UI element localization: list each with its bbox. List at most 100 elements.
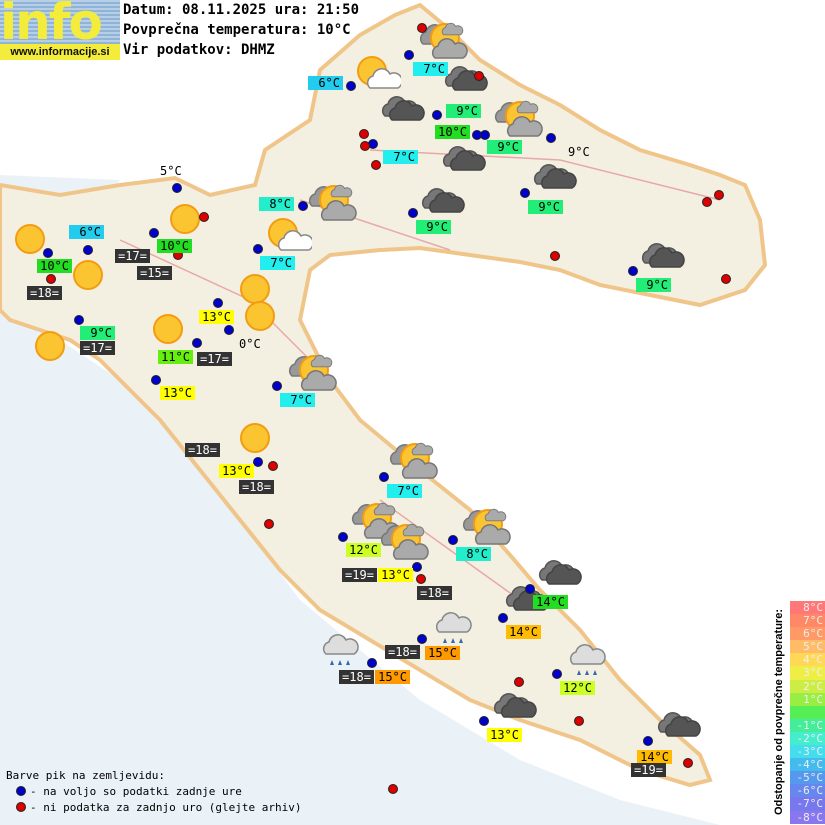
blue-station-dot[interactable] xyxy=(213,298,223,308)
red-station-dot[interactable] xyxy=(474,71,484,81)
sea-temperature-label: =18= xyxy=(239,480,274,494)
sun-icon xyxy=(25,326,75,370)
red-station-dot[interactable] xyxy=(416,574,426,584)
temperature-label: 14°C xyxy=(533,595,568,609)
temperature-label: 10°C xyxy=(37,259,72,273)
data-source: Vir podatkov: DHMZ xyxy=(123,42,275,58)
blue-station-dot[interactable] xyxy=(172,183,182,193)
scale-row: 3°C xyxy=(790,666,825,680)
cloud-dark-icon xyxy=(418,182,468,226)
red-station-dot[interactable] xyxy=(683,758,693,768)
blue-station-dot[interactable] xyxy=(498,613,508,623)
temperature-label: 8°C xyxy=(259,197,294,211)
blue-station-dot[interactable] xyxy=(432,110,442,120)
red-station-dot[interactable] xyxy=(264,519,274,529)
blue-station-dot[interactable] xyxy=(43,248,53,258)
temperature-label: 6°C xyxy=(69,225,104,239)
blue-station-dot[interactable] xyxy=(525,584,535,594)
scale-row: -4°C xyxy=(790,758,825,772)
temperature-label: 15°C xyxy=(375,670,410,684)
temperature-label: 13°C xyxy=(199,310,234,324)
temperature-label: 9°C xyxy=(568,145,590,159)
blue-station-dot[interactable] xyxy=(628,266,638,276)
red-station-dot[interactable] xyxy=(574,716,584,726)
scale-row: -7°C xyxy=(790,797,825,811)
temperature-label: 9°C xyxy=(636,278,671,292)
sea-temperature-label: =17= xyxy=(80,341,115,355)
temperature-label: 9°C xyxy=(528,200,563,214)
sea-temperature-label: =19= xyxy=(631,763,666,777)
blue-dot-icon xyxy=(16,786,26,796)
blue-station-dot[interactable] xyxy=(546,133,556,143)
blue-station-dot[interactable] xyxy=(520,188,530,198)
temperature-label: 7°C xyxy=(387,484,422,498)
scale-row: 7°C xyxy=(790,614,825,628)
blue-station-dot[interactable] xyxy=(404,50,414,60)
sun-cloud-icon xyxy=(418,22,468,66)
sun-icon xyxy=(143,309,193,353)
red-station-dot[interactable] xyxy=(268,461,278,471)
blue-station-dot[interactable] xyxy=(272,381,282,391)
red-station-dot[interactable] xyxy=(359,129,369,139)
red-station-dot[interactable] xyxy=(417,23,427,33)
blue-station-dot[interactable] xyxy=(253,244,263,254)
scale-row: -1°C xyxy=(790,718,825,732)
sea-temperature-label: =17= xyxy=(115,249,150,263)
red-station-dot[interactable] xyxy=(371,160,381,170)
blue-station-dot[interactable] xyxy=(224,325,234,335)
blue-station-dot[interactable] xyxy=(338,532,348,542)
scale-row: -2°C xyxy=(790,731,825,746)
scale-row: -8°C xyxy=(790,810,825,824)
scale-row: 5°C xyxy=(790,640,825,654)
blue-station-dot[interactable] xyxy=(417,634,427,644)
red-station-dot[interactable] xyxy=(702,197,712,207)
scale-row: 1°C xyxy=(790,692,825,706)
temperature-label: 14°C xyxy=(506,625,541,639)
logo[interactable]: info www.informacije.si xyxy=(0,0,120,60)
blue-station-dot[interactable] xyxy=(367,658,377,668)
blue-station-dot[interactable] xyxy=(151,375,161,385)
blue-station-dot[interactable] xyxy=(253,457,263,467)
site-link[interactable]: www.informacije.si xyxy=(0,44,120,60)
sun-cloud-icon xyxy=(287,354,337,398)
temperature-label: 15°C xyxy=(425,646,460,660)
red-station-dot[interactable] xyxy=(514,677,524,687)
temperature-label: 7°C xyxy=(260,256,295,270)
cloud-dark-icon xyxy=(530,158,580,202)
red-station-dot[interactable] xyxy=(388,784,398,794)
blue-station-dot[interactable] xyxy=(83,245,93,255)
blue-station-dot[interactable] xyxy=(479,716,489,726)
legend-blue-text: - na voljo so podatki zadnje ure xyxy=(30,785,242,798)
cloud-dark-icon xyxy=(439,140,489,184)
blue-station-dot[interactable] xyxy=(552,669,562,679)
blue-station-dot[interactable] xyxy=(298,201,308,211)
blue-station-dot[interactable] xyxy=(448,535,458,545)
rain-icon xyxy=(315,630,365,674)
red-station-dot[interactable] xyxy=(550,251,560,261)
cloud-dark-icon xyxy=(441,60,491,104)
temperature-label: 8°C xyxy=(456,547,491,561)
blue-station-dot[interactable] xyxy=(346,81,356,91)
red-station-dot[interactable] xyxy=(714,190,724,200)
blue-station-dot[interactable] xyxy=(412,562,422,572)
blue-station-dot[interactable] xyxy=(192,338,202,348)
blue-station-dot[interactable] xyxy=(408,208,418,218)
scale-row: -5°C xyxy=(790,771,825,785)
blue-station-dot[interactable] xyxy=(643,736,653,746)
blue-station-dot[interactable] xyxy=(74,315,84,325)
sea-temperature-label: =15= xyxy=(137,266,172,280)
blue-station-dot[interactable] xyxy=(379,472,389,482)
blue-station-dot[interactable] xyxy=(480,130,490,140)
temperature-label: 6°C xyxy=(308,76,343,90)
temperature-label: 13°C xyxy=(219,464,254,478)
temperature-label: 12°C xyxy=(560,681,595,695)
red-station-dot[interactable] xyxy=(199,212,209,222)
blue-station-dot[interactable] xyxy=(149,228,159,238)
red-station-dot[interactable] xyxy=(360,141,370,151)
red-station-dot[interactable] xyxy=(721,274,731,284)
cloud-dark-icon xyxy=(378,90,428,134)
rain-icon xyxy=(428,608,478,652)
sun-cloud-icon xyxy=(388,442,438,486)
red-station-dot[interactable] xyxy=(46,274,56,284)
deviation-scale: 8°C 7°C 6°C 5°C 4°C 3°C 2°C 1°C -1°C -2°C -3°C -4°C… xyxy=(790,601,825,824)
